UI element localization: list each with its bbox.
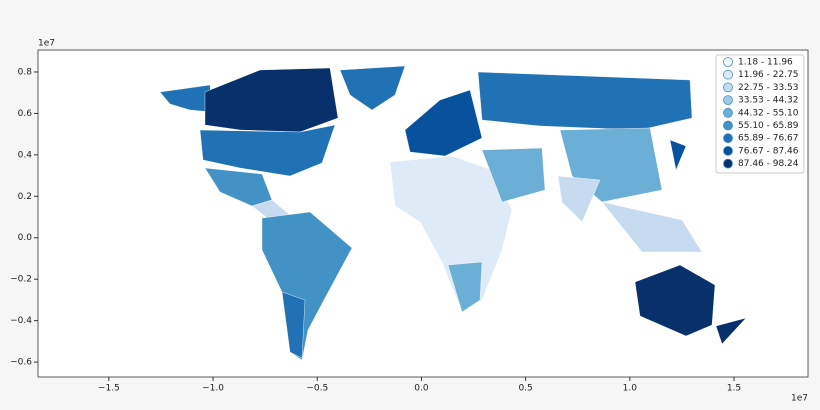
legend-label: 87.46 - 98.24	[738, 159, 799, 169]
legend-marker	[723, 57, 733, 67]
southern-africa	[447, 261, 483, 313]
chile-argentina	[281, 291, 306, 359]
alaska	[159, 84, 213, 113]
legend-marker	[723, 133, 733, 144]
southeast-asia	[601, 201, 703, 253]
legend-label: 76.67 - 87.46	[738, 146, 799, 156]
legend-label: 65.89 - 76.67	[738, 134, 799, 144]
legend-label: 44.32 - 55.10	[738, 108, 799, 118]
russia	[477, 71, 693, 131]
x-offset-label: 1e7	[791, 394, 808, 404]
legend-marker	[723, 69, 733, 80]
y-offset-label: 1e7	[38, 39, 55, 49]
x-tick-label: 0.0	[414, 384, 429, 394]
y-tick-label: −0.6	[10, 358, 32, 368]
usa	[199, 124, 336, 177]
legend-marker	[723, 95, 733, 105]
canada	[204, 67, 339, 133]
legend-marker	[723, 158, 733, 169]
greenland	[339, 65, 406, 111]
y-tick-label: −0.4	[10, 316, 32, 326]
x-tick-label: 1.0	[623, 384, 638, 394]
legend-label: 22.75 - 33.53	[738, 83, 799, 93]
australia	[634, 264, 716, 337]
x-tick-label: −0.5	[306, 384, 328, 394]
legend-label: 1.18 - 11.96	[738, 58, 793, 68]
y-tick-label: 0.6	[18, 109, 33, 119]
x-tick-label: −1.0	[202, 384, 224, 394]
legend-label: 11.96 - 22.75	[738, 70, 799, 80]
legend	[715, 54, 805, 174]
y-tick-label: 0.2	[18, 192, 32, 202]
europe	[404, 89, 483, 157]
x-tick-label: −1.5	[98, 384, 120, 394]
south-america	[261, 211, 353, 361]
legend-marker	[723, 107, 733, 118]
x-tick-label: 0.5	[518, 384, 532, 394]
legend-marker	[723, 145, 733, 156]
legend-marker	[723, 120, 733, 131]
y-tick-label: 0.0	[18, 233, 33, 243]
india	[557, 175, 601, 223]
map	[159, 65, 747, 361]
y-tick-label: −0.2	[10, 275, 32, 285]
y-tick-label: 0.4	[18, 150, 33, 160]
x-tick-label: 1.5	[727, 384, 741, 394]
legend-label: 33.53 - 44.32	[738, 96, 799, 106]
legend-label: 55.10 - 65.89	[738, 121, 799, 131]
japan	[669, 139, 687, 171]
legend-marker	[723, 82, 733, 93]
y-tick-label: 0.8	[18, 67, 33, 77]
middle-east	[481, 147, 546, 203]
new-zealand	[715, 317, 747, 345]
